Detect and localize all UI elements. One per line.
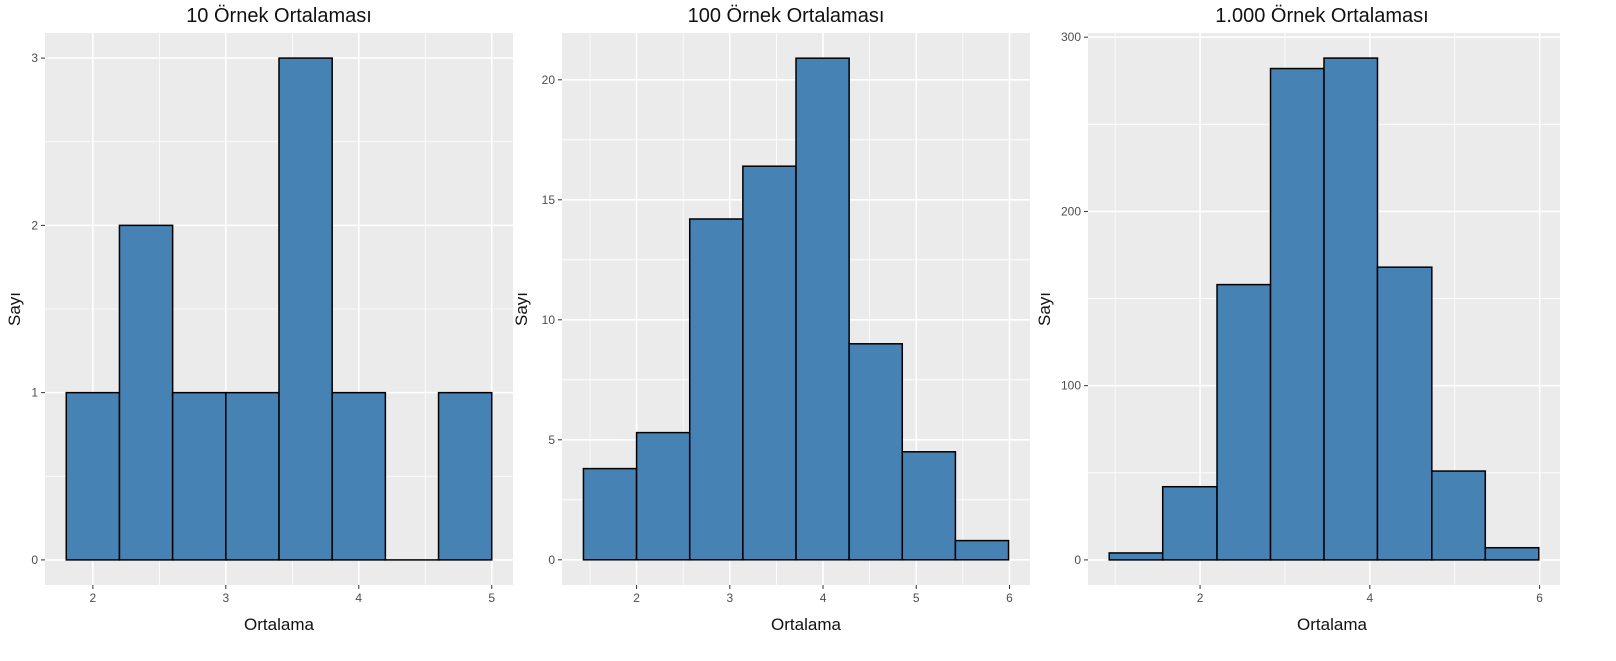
y-tick-label: 100 [1061, 379, 1081, 393]
x-tick-label: 5 [488, 591, 495, 605]
panel-10-samples: 10 Örnek Ortalaması Ortalama Sayı 2 3 4 5 0 1… [5, 5, 513, 634]
histogram-bar [226, 393, 279, 560]
panel-1000-samples: 1.000 Örnek Ortalaması Ortalama Sayı 2 4 6… [1035, 5, 1560, 634]
histogram-bar [796, 58, 849, 560]
histogram-bar [1217, 285, 1270, 560]
histogram-bar [1432, 471, 1485, 560]
y-tick-label: 2 [31, 218, 38, 232]
histogram-bar [1271, 69, 1324, 560]
histogram-bar [583, 469, 636, 560]
histogram-bar [690, 219, 743, 560]
chart-title: 10 Örnek Ortalaması [186, 5, 372, 27]
x-tick-label: 4 [820, 591, 827, 605]
histogram-bar [332, 393, 385, 560]
x-tick-label: 5 [913, 591, 920, 605]
histogram-bar [1109, 553, 1162, 560]
x-tick-label: 2 [633, 591, 640, 605]
y-tick-label: 10 [542, 313, 556, 327]
y-tick-label: 20 [542, 73, 556, 87]
y-tick-label: 300 [1061, 30, 1081, 44]
y-axis-label: Sayı [1035, 292, 1054, 326]
y-tick-label: 15 [542, 193, 556, 207]
histogram-bar [1163, 487, 1217, 560]
histogram-bar [439, 393, 492, 560]
histogram-bar [637, 433, 690, 560]
histogram-bar [119, 225, 172, 560]
x-tick-label: 3 [222, 591, 229, 605]
chart-title: 1.000 Örnek Ortalaması [1215, 5, 1428, 27]
x-tick-label: 2 [90, 591, 97, 605]
y-tick-label: 200 [1061, 204, 1081, 218]
y-axis-label: Sayı [5, 292, 24, 326]
x-tick-label: 3 [726, 591, 733, 605]
histogram-bar [66, 393, 119, 560]
x-axis-label: Ortalama [771, 615, 841, 634]
y-tick-label: 0 [1074, 553, 1081, 567]
x-tick-label: 6 [1536, 591, 1543, 605]
histogram-bar [1485, 548, 1538, 560]
histogram-bar [1324, 58, 1377, 560]
histogram-bar [173, 393, 226, 560]
panel-100-samples: 100 Örnek Ortalaması Ortalama Sayı 2 3 4 5 6… [512, 5, 1030, 634]
x-axis-label: Ortalama [1297, 615, 1367, 634]
x-tick-label: 4 [355, 591, 362, 605]
histogram-bar [743, 166, 796, 560]
histogram-bar [1377, 267, 1431, 560]
x-axis-label: Ortalama [244, 615, 314, 634]
x-tick-label: 6 [1006, 591, 1013, 605]
y-tick-label: 5 [548, 433, 555, 447]
histogram-bar [955, 541, 1008, 560]
y-tick-label: 0 [31, 553, 38, 567]
x-tick-label: 4 [1366, 591, 1373, 605]
y-axis-label: Sayı [512, 292, 531, 326]
y-tick-label: 0 [548, 553, 555, 567]
histogram-bar [849, 344, 902, 560]
y-tick-label: 3 [31, 51, 38, 65]
x-tick-label: 2 [1197, 591, 1204, 605]
chart-title: 100 Örnek Ortalaması [688, 5, 885, 27]
y-tick-label: 1 [31, 386, 38, 400]
histogram-bar [279, 58, 332, 560]
histogram-bar [902, 452, 955, 560]
